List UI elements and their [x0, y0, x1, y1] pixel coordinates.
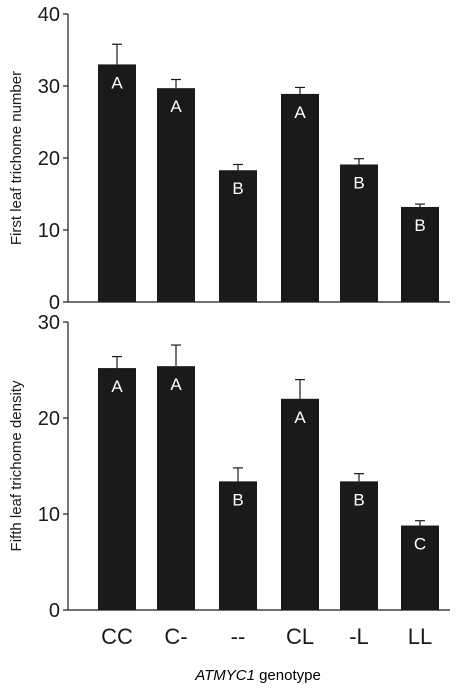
category-label---: --: [231, 624, 246, 649]
bar-CC: [98, 64, 136, 303]
significance-letter: A: [111, 73, 123, 92]
y-tick-label: 30: [38, 312, 60, 334]
significance-letter: A: [170, 375, 182, 394]
x-axis-title: ATMYC1 genotype: [194, 667, 321, 684]
bar-C-: [157, 366, 195, 610]
bar-C-: [157, 88, 195, 302]
significance-letter: A: [294, 103, 306, 122]
significance-letter: B: [353, 490, 364, 509]
bar-CL: [281, 398, 319, 610]
category-label-CL: CL: [286, 624, 314, 649]
bar-LL: [401, 206, 439, 302]
y-tick-label: 10: [38, 220, 60, 242]
bar---: [219, 481, 257, 610]
bar--L: [340, 164, 378, 302]
significance-letter: C: [414, 535, 426, 554]
significance-letter: B: [232, 179, 243, 198]
significance-letter: B: [232, 490, 243, 509]
y-tick-label: 20: [38, 408, 60, 430]
category-label--L: -L: [349, 624, 369, 649]
y-tick-label: 20: [38, 148, 60, 170]
x-axis-title-rest: genotype: [255, 667, 321, 684]
significance-letter: A: [170, 97, 182, 116]
significance-letter: B: [353, 173, 364, 192]
significance-letter: A: [111, 377, 123, 396]
bar-CC: [98, 368, 136, 610]
bar-CL: [281, 93, 319, 302]
top-panel: 0 10 20 30 40 First leaf trichome number A A B A B…: [8, 4, 450, 314]
significance-letter: B: [414, 216, 425, 235]
y-axis-title: Fifth leaf trichome density: [8, 380, 25, 551]
bar---: [219, 170, 257, 302]
y-tick-label: 10: [38, 504, 60, 526]
y-tick-label: 0: [49, 292, 60, 314]
x-axis-title-gene: ATMYC1: [194, 667, 255, 684]
bar-LL: [401, 525, 439, 610]
significance-letter: A: [294, 408, 306, 427]
bar--L: [340, 481, 378, 610]
category-label-LL: LL: [408, 624, 432, 649]
y-tick-label: 30: [38, 76, 60, 98]
category-label-C-: C-: [164, 624, 187, 649]
category-label-CC: CC: [101, 624, 133, 649]
y-tick-label: 40: [38, 4, 60, 26]
y-axis-title: First leaf trichome number: [8, 71, 25, 245]
y-tick-label: 0: [49, 600, 60, 622]
